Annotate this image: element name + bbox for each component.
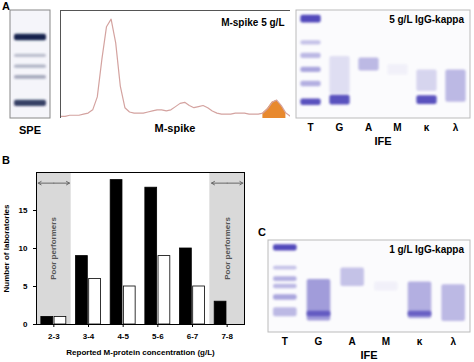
svg-text:A: A [2,0,10,12]
svg-text:κ: κ [417,336,423,347]
svg-text:M-spike: M-spike [155,122,196,134]
svg-text:G: G [315,336,323,347]
svg-text:G: G [336,122,344,133]
svg-text:0: 0 [23,320,28,329]
svg-text:6-7: 6-7 [187,332,199,341]
svg-text:10: 10 [19,244,28,253]
svg-text:κ: κ [424,122,430,133]
svg-text:A: A [365,122,372,133]
svg-text:SPE: SPE [19,124,41,136]
svg-text:15: 15 [19,206,28,215]
svg-text:λ: λ [450,336,456,347]
svg-text:IFE: IFE [360,349,377,361]
svg-text:3-4: 3-4 [83,332,95,341]
svg-text:IFE: IFE [374,135,391,147]
svg-text:Number of laboratories: Number of laboratories [2,204,11,293]
svg-text:T: T [282,336,288,347]
svg-text:B: B [2,154,10,166]
svg-text:5: 5 [23,282,28,291]
svg-text:Poor performers: Poor performers [49,217,58,280]
svg-text:2-3: 2-3 [48,332,60,341]
svg-text:Reported M-protein concentrati: Reported M-protein concentration (g/L) [66,348,215,357]
svg-text:1 g/L IgG-kappa: 1 g/L IgG-kappa [389,244,464,255]
svg-text:7-8: 7-8 [221,332,233,341]
svg-text:C: C [258,226,266,238]
svg-text:A: A [349,336,356,347]
svg-text:Poor performers: Poor performers [223,217,232,280]
svg-text:T: T [307,122,313,133]
svg-text:M: M [393,122,401,133]
svg-text:M: M [382,336,390,347]
svg-text:M-spike 5 g/L: M-spike 5 g/L [221,17,284,28]
svg-text:4-5: 4-5 [117,332,129,341]
svg-text:5-6: 5-6 [152,332,164,341]
svg-text:λ: λ [453,122,459,133]
svg-text:5 g/L IgG-kappa: 5 g/L IgG-kappa [389,14,464,25]
